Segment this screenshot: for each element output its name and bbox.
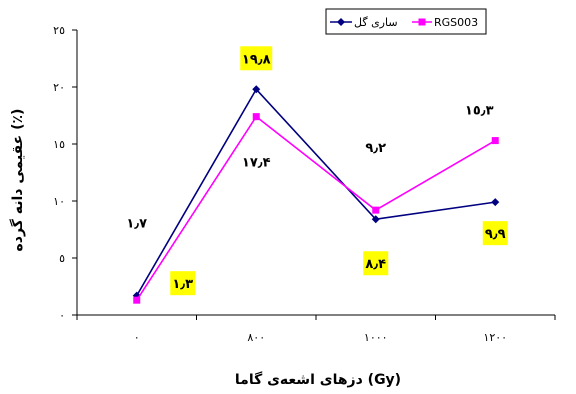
y-tick-label: ٢٥ (53, 24, 65, 37)
legend-marker-sarigol (337, 18, 345, 26)
y-tick-label: ١٥ (53, 138, 65, 151)
legend-label-sarigol: ساری گل (354, 16, 398, 29)
y-tick-label: ٥ (59, 252, 65, 265)
series-layer (132, 85, 500, 304)
legend-marker-rgs003 (418, 18, 426, 26)
data-label: ٩٫٩ (485, 227, 506, 242)
series-line-1 (136, 115, 496, 301)
legend-box (325, 8, 487, 35)
legend-label-rgs003: RGS003 (434, 16, 478, 29)
data-label-highlight (363, 251, 389, 276)
series-point (372, 206, 380, 214)
series-point (252, 113, 260, 121)
data-labels: ١٫٧ ١٩٫٨ ٨٫۴ ٩٫٩ ١٫٣ ١٧٫۴ ٩٫٢ ١٥٫٣ (126, 46, 508, 296)
series-point (491, 137, 499, 145)
y-tick-label: ٢٠ (53, 81, 65, 94)
data-label: ١٩٫٨ (242, 52, 271, 67)
y-tick-label: ٠ (59, 309, 65, 322)
data-label: ١٫٣ (172, 277, 193, 292)
data-label-highlight (240, 46, 273, 71)
series-point (252, 85, 261, 94)
data-label: ١٫٧ (126, 217, 147, 232)
legend: RGS003 ساری گل (325, 8, 487, 35)
series-line-0 (136, 87, 496, 297)
x-tick-label: ١٢٠٠ (483, 331, 507, 344)
series-point (491, 198, 500, 207)
y-axis-label: عقیمی دانه گرده (٪) (9, 109, 26, 252)
data-label: ١٧٫۴ (242, 156, 271, 171)
data-label-highlight (170, 271, 196, 296)
x-tick-label: ٠ (134, 331, 140, 344)
axes (72, 29, 556, 320)
tick-labels: ٠ ٥ ١٠ ١٥ ٢٠ ٢٥ ٠ ٨٠٠ ١٠٠٠ ١٢٠٠ (53, 24, 507, 344)
y-tick-label: ١٠ (53, 195, 65, 208)
series-point (371, 215, 380, 224)
data-label: ١٥٫٣ (465, 104, 494, 119)
series-point (133, 296, 141, 304)
x-tick-label: ١٠٠٠ (364, 331, 388, 344)
data-label: ٨٫۴ (365, 257, 386, 272)
x-axis-label: دزهای اشعه‌ی گاما (Gy) (235, 371, 401, 388)
data-label-highlight (482, 221, 508, 246)
data-label: ٩٫٢ (365, 141, 386, 156)
x-tick-label: ٨٠٠ (247, 331, 265, 344)
